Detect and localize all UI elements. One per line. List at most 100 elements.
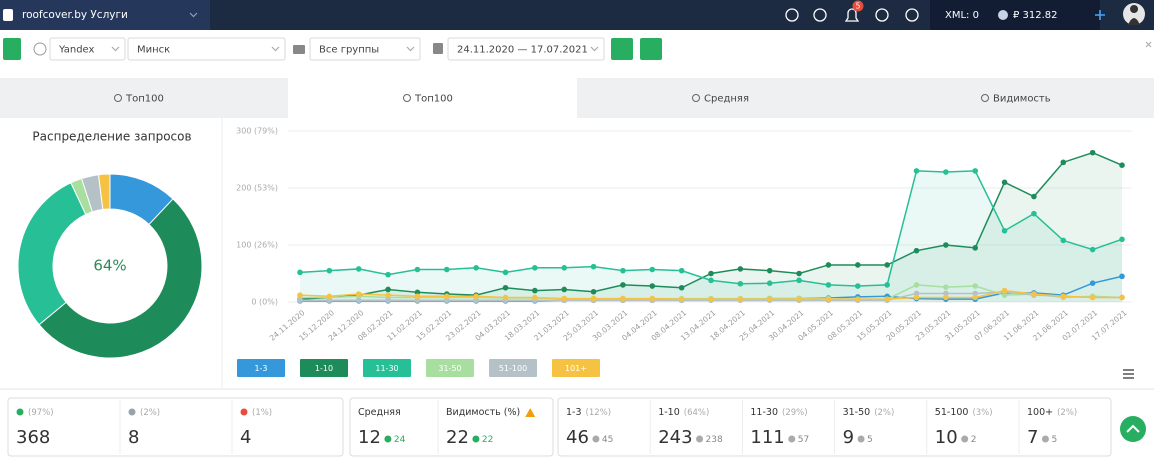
engine: Yandex: [58, 45, 95, 56]
data-point: [355, 291, 362, 297]
groups: Все группы: [319, 45, 379, 56]
data-point: [943, 284, 949, 290]
bell-icon[interactable]: [844, 8, 860, 22]
data-point: [561, 295, 568, 302]
data-point: [943, 290, 949, 297]
stat-delta: 45: [602, 435, 613, 445]
data-point: [972, 283, 979, 289]
scroll-top-chevron: [1126, 424, 1140, 433]
groups-select[interactable]: [309, 37, 421, 61]
data-point: [943, 294, 949, 301]
stat-value: 8: [128, 427, 139, 448]
chart-menu[interactable]: [1123, 369, 1134, 379]
data-point: [590, 263, 597, 270]
tab-label: Средняя: [704, 94, 749, 105]
tab-icon: [981, 94, 989, 102]
scroll-top-button[interactable]: [1120, 416, 1146, 442]
header-icon[interactable]: [905, 8, 919, 22]
add-funds[interactable]: [1095, 10, 1105, 20]
header-icon[interactable]: [785, 8, 799, 22]
date-range-select[interactable]: [447, 37, 605, 61]
donut-segment: [97, 173, 111, 211]
data-point: [385, 292, 391, 298]
stat-label: Видимость (%): [446, 407, 520, 418]
legend-item[interactable]: [426, 359, 474, 377]
data-point: [1119, 273, 1125, 280]
settings-button[interactable]: [611, 38, 633, 60]
tab-label: Топ100: [414, 94, 453, 105]
tab-active: [288, 78, 577, 118]
legend-label: 1-3: [254, 364, 267, 373]
data-point: [972, 290, 979, 297]
data-point: [796, 270, 802, 277]
stat-pct: (97%): [28, 408, 54, 418]
delta-icon: [384, 435, 392, 443]
data-point: [825, 282, 832, 288]
status-icon: [240, 408, 248, 416]
data-point: [1119, 236, 1125, 243]
data-point: [561, 286, 568, 293]
legend-item[interactable]: [363, 359, 411, 377]
close-icon[interactable]: [1145, 41, 1152, 48]
legend-item[interactable]: [489, 359, 537, 377]
stat-delta: 57: [798, 435, 809, 445]
stat-value: 12: [358, 427, 381, 448]
refresh-button[interactable]: [3, 38, 21, 60]
tab-label: Видимость: [993, 94, 1051, 105]
legend-label: 51-100: [499, 364, 527, 373]
series-area: [300, 152, 1122, 302]
stat-pct: (12%): [586, 408, 612, 418]
data-point: [532, 265, 538, 271]
legend-item[interactable]: [237, 359, 285, 377]
legend-item[interactable]: [300, 359, 348, 377]
stat-value: 7: [1027, 427, 1038, 448]
data-point: [854, 262, 861, 268]
data-point: [443, 266, 450, 273]
delta-icon: [857, 435, 865, 443]
export-button[interactable]: [640, 38, 662, 60]
header-icon[interactable]: [813, 8, 827, 22]
data-point: [1060, 159, 1067, 166]
data-point: [708, 270, 714, 277]
folder-icon: [293, 45, 305, 54]
date-range: 24.11.2020 — 17.07.2021: [457, 45, 588, 56]
tab-icon: [403, 94, 411, 102]
delta-icon: [696, 435, 704, 443]
tab-icon: [692, 94, 700, 102]
stat-pct: (2%): [874, 408, 894, 418]
stat-label: 11-30: [750, 407, 778, 418]
delta-icon: [472, 435, 480, 443]
legend-label: 31-50: [438, 364, 461, 373]
data-point: [1060, 237, 1067, 244]
data-point: [297, 292, 303, 298]
y-tick-label: 100 (26%): [236, 241, 278, 250]
stat-delta: 24: [394, 435, 406, 445]
stat-label: 1-3: [566, 407, 582, 418]
stat-value: 368: [16, 427, 50, 448]
data-point: [1031, 210, 1037, 217]
header-icon[interactable]: [875, 8, 889, 22]
balance-box: [930, 0, 1100, 30]
stat-value: 111: [750, 427, 784, 448]
data-point: [414, 297, 421, 304]
data-point: [766, 280, 773, 286]
data-point: [1119, 162, 1125, 168]
data-point: [884, 282, 890, 288]
engine-select[interactable]: [49, 37, 126, 61]
legend-item[interactable]: [552, 359, 600, 377]
data-point: [1060, 293, 1067, 300]
site-selector[interactable]: [0, 0, 210, 30]
data-point: [913, 247, 920, 254]
tab-label: Топ100: [125, 94, 164, 105]
stat-label: 100+: [1027, 407, 1053, 418]
region-select[interactable]: [127, 37, 286, 61]
delta-icon: [1041, 435, 1049, 443]
stat-value: 4: [240, 427, 251, 448]
stat-pct: (2%): [140, 408, 160, 418]
stat-label: 31-50: [843, 407, 871, 418]
avatar[interactable]: [1123, 3, 1145, 25]
data-point: [326, 297, 333, 304]
data-point: [649, 295, 656, 302]
stat-delta: 2: [971, 435, 977, 445]
balance-icon: [998, 10, 1008, 20]
